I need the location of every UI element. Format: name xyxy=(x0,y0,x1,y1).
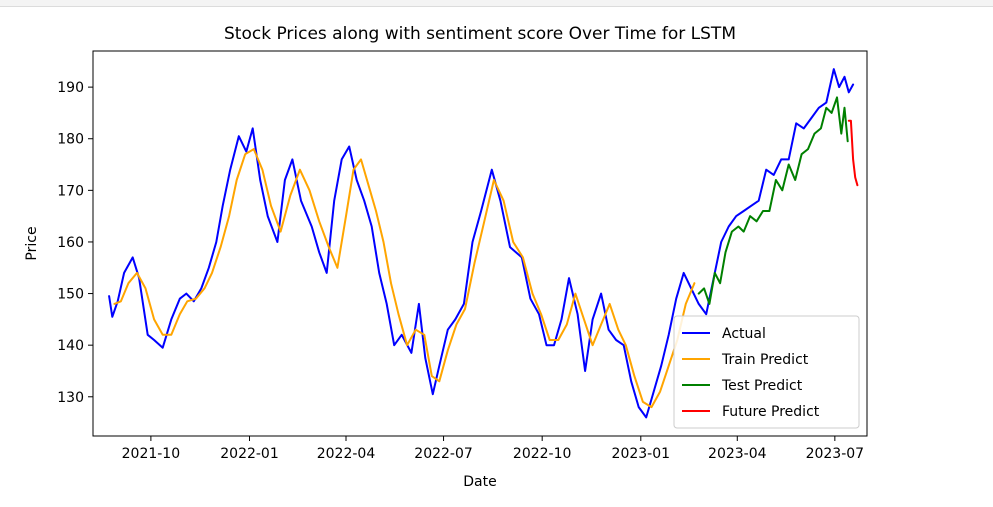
x-tick-label: 2023-07 xyxy=(806,446,865,462)
y-tick-label: 140 xyxy=(57,338,84,354)
series-line-actual xyxy=(108,68,855,419)
x-axis-label: Date xyxy=(463,474,496,490)
x-tick-label: 2023-04 xyxy=(708,446,767,462)
legend-label: Actual xyxy=(722,326,766,342)
legend-label: Test Predict xyxy=(721,378,803,394)
chart-legend: Actual Train Predict Test Predict Future Pr… xyxy=(673,315,860,429)
series-layer xyxy=(108,68,859,419)
x-tick-label: 2021-10 xyxy=(122,446,181,462)
x-tick-label: 2022-04 xyxy=(317,446,376,462)
y-axis-ticks: 130 140 150 160 170 180 190 xyxy=(57,80,93,406)
series-line-test-predict xyxy=(697,96,849,305)
x-tick-label: 2022-01 xyxy=(220,446,279,462)
x-axis-ticks: 2021-10 2022-01 2022-04 2022-07 2022-10 2023-… xyxy=(122,436,864,462)
y-axis-label: Price xyxy=(24,226,40,260)
chart-title: Stock Prices along with sentiment score … xyxy=(224,24,736,44)
y-tick-label: 170 xyxy=(57,183,84,199)
y-tick-label: 160 xyxy=(57,235,84,251)
legend-label: Future Predict xyxy=(722,404,820,420)
x-tick-label: 2023-01 xyxy=(612,446,671,462)
x-tick-label: 2022-10 xyxy=(513,446,572,462)
series-line-future-predict xyxy=(847,119,859,187)
legend-box xyxy=(673,315,860,429)
y-tick-label: 180 xyxy=(57,132,84,148)
notebook-top-strip xyxy=(0,0,993,7)
plot-area-frame xyxy=(92,50,868,437)
y-tick-label: 150 xyxy=(57,287,84,303)
y-tick-label: 190 xyxy=(57,80,84,96)
y-tick-label: 130 xyxy=(57,390,84,406)
legend-label: Train Predict xyxy=(721,352,809,368)
series-line-train-predict xyxy=(113,148,696,409)
x-tick-label: 2022-07 xyxy=(414,446,473,462)
